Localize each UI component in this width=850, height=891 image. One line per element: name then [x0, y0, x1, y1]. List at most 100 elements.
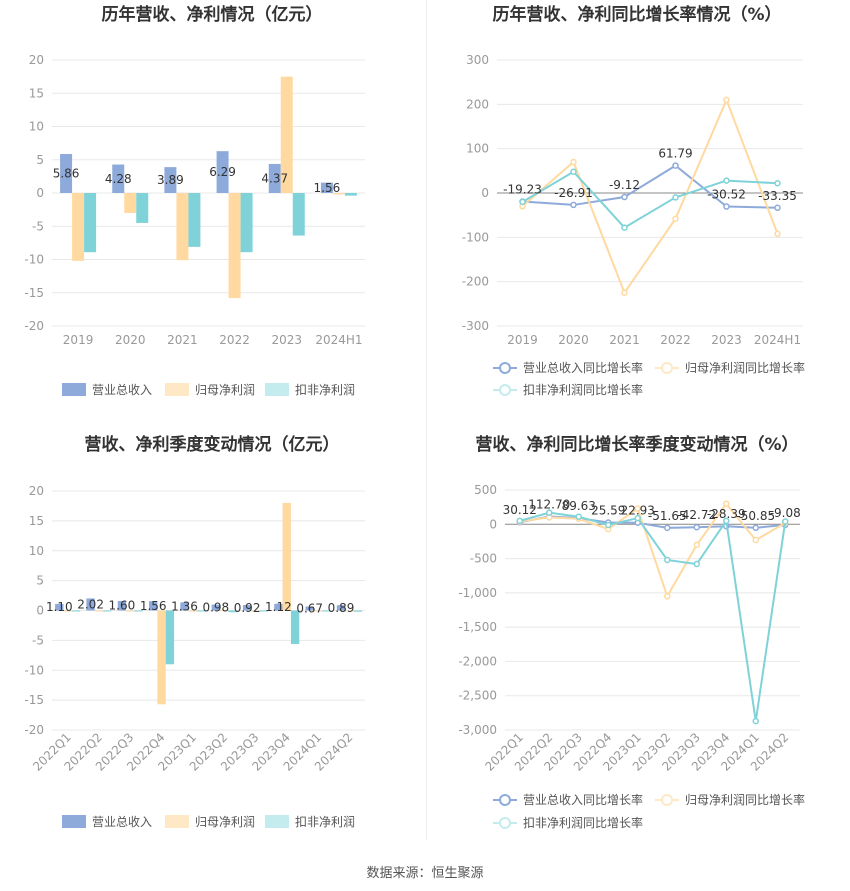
line-data-label: -33.35 [758, 189, 797, 203]
line-data-label: -26.91 [554, 186, 593, 200]
y-tick-label: -15 [24, 286, 44, 300]
legend-label: 归母净利润同比增长率 [685, 360, 805, 375]
line-data-label: -51.65 [648, 509, 687, 523]
y-tick-label: 5 [36, 574, 44, 588]
point-归母净利润同比增长率 [723, 96, 730, 104]
legend-item: 扣非净利润同比增长率 [493, 382, 643, 397]
line-归母净利润同比增长率 [519, 502, 786, 599]
legend-item: 扣非净利润 [265, 815, 355, 829]
bar-营业总收入 [60, 154, 73, 193]
point-扣非净利润同比增长率 [723, 177, 730, 184]
point-扣非净利润同比增长率 [519, 198, 526, 206]
line-扣非净利润同比增长率 [521, 170, 778, 229]
bar-扣非净利润 [228, 610, 237, 613]
point-归母净利润同比增长率 [621, 289, 628, 296]
y-tick-label: -3,000 [458, 723, 497, 737]
x-tick-label: 2023 [711, 333, 742, 347]
bar-data-label: 4.37 [261, 171, 288, 185]
point-扣非净利润同比增长率 [774, 179, 781, 187]
line-data-label: 22.93 [621, 504, 655, 518]
line-data-label: -50.85 [736, 509, 775, 523]
bar-归母净利润 [176, 193, 189, 261]
line-data-label: -30.52 [707, 188, 746, 202]
bar-扣非净利润 [353, 610, 362, 612]
y-tick-label: -10 [24, 253, 44, 267]
bar-扣非净利润 [197, 610, 206, 612]
x-tick-label: 2022 [660, 333, 691, 347]
line-扣非净利润同比增长率 [519, 511, 787, 722]
point-营业总收入同比增长率 [723, 203, 730, 210]
y-tick-label: 20 [29, 53, 44, 67]
legend-item: 营业总收入同比增长率 [493, 792, 643, 807]
point-归母净利润同比增长率 [752, 536, 759, 544]
legend-swatch [265, 383, 289, 396]
y-tick-label: 0 [36, 186, 44, 200]
bar-归母净利润 [313, 610, 323, 612]
legend-swatch [265, 815, 289, 828]
bar-营业总收入 [320, 182, 333, 193]
point-扣非净利润同比增长率 [516, 517, 523, 525]
y-tick-label: 15 [29, 86, 44, 100]
bar-归母净利润 [332, 193, 345, 195]
point-归母净利润同比增长率 [664, 593, 671, 600]
y-tick-label: -1,500 [458, 620, 497, 634]
point-扣非净利润同比增长率 [693, 560, 700, 568]
bar-归母净利润 [72, 193, 85, 261]
legend-item: 归母净利润同比增长率 [655, 792, 805, 807]
y-tick-label: -20 [24, 723, 44, 737]
legend-item: 归母净利润 [165, 383, 255, 397]
legend-item: 营业总收入同比增长率 [493, 360, 643, 375]
legend-swatch [165, 815, 189, 828]
point-扣非净利润同比增长率 [664, 556, 671, 564]
legend-marker [499, 384, 511, 396]
bar-归母净利润 [157, 610, 166, 705]
bar-data-label: 1.56 [314, 181, 341, 195]
legend-label: 扣非净利润同比增长率 [523, 815, 643, 830]
point-扣非净利润同比增长率 [621, 224, 628, 231]
bar-data-label: 0.92 [234, 601, 261, 615]
y-tick-label: 500 [474, 483, 497, 497]
y-tick-label: 10 [29, 120, 44, 134]
y-tick-label: 15 [29, 514, 44, 528]
line-data-label: 89.63 [562, 499, 596, 513]
legend-marker [661, 794, 673, 806]
bar-营业总收入 [149, 601, 158, 611]
legend-label: 营业总收入同比增长率 [523, 360, 643, 375]
quarterly-profit-chart: 营收、净利季度变动情况（亿元） 20 15 10 5 0 -5 -10 -15 -20 2022Q1… [0, 430, 425, 860]
y-tick-label: -2,000 [458, 654, 497, 668]
quarterly-profit-svg: 营收、净利季度变动情况（亿元）20151050-5-10-15-202022Q1… [24, 434, 365, 829]
line-营业总收入同比增长率 [522, 164, 778, 209]
point-扣非净利润同比增长率 [570, 168, 577, 175]
y-tick-label: 0 [489, 517, 497, 531]
bar-归母净利润 [188, 610, 198, 612]
bar-data-label: 1.36 [171, 599, 198, 613]
y-tick-label: 0 [481, 186, 489, 200]
annual-profit-svg: 历年营收、净利情况（亿元） 20 15 10 5 0 -5 -10 -15 -20 2019 2020… [24, 4, 365, 397]
bar-营业总收入 [180, 602, 189, 611]
legend-item: 营业总收入 [62, 383, 152, 397]
y-tick-label: 100 [466, 142, 489, 156]
bar-营业总收入 [305, 606, 314, 611]
legend-label: 扣非净利润同比增长率 [523, 382, 643, 397]
bar-营业总收入 [216, 151, 229, 193]
bar-扣非净利润 [344, 193, 357, 196]
bar-营业总收入 [336, 605, 346, 611]
x-tick-label: 2021 [167, 333, 198, 347]
y-tick-label: -10 [24, 663, 44, 677]
bar-扣非净利润 [188, 193, 201, 247]
y-tick-label: 5 [36, 153, 44, 167]
bar-扣非净利润 [292, 193, 305, 236]
bar-归母净利润 [280, 76, 293, 193]
point-营业总收入同比增长率 [752, 524, 759, 532]
point-营业总收入同比增长率 [774, 204, 781, 212]
point-扣非净利润同比增长率 [752, 717, 759, 725]
data-source-note: 数据来源：恒生聚源 [366, 866, 484, 881]
legend-marker [499, 794, 511, 806]
point-归母净利润同比增长率 [693, 541, 700, 549]
bar-营业总收入 [268, 163, 281, 193]
y-tick-label: -100 [462, 230, 489, 244]
point-营业总收入同比增长率 [570, 201, 577, 209]
legend-label: 扣非净利润 [295, 383, 355, 397]
annual-profit-chart: 历年营收、净利情况（亿元） 20 15 10 5 0 -5 -10 -15 -20 2019 2020… [0, 0, 425, 430]
y-tick-label: -1,000 [458, 586, 497, 600]
